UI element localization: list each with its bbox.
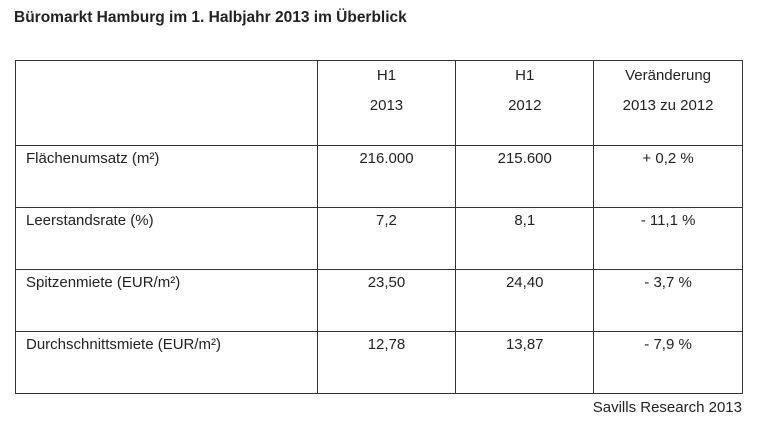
row-label: Spitzenmiete (EUR/m²) <box>15 269 318 332</box>
value-2012: 24,40 <box>455 269 595 332</box>
value-2013: 7,2 <box>316 207 457 270</box>
value-2013: 216.000 <box>316 145 457 208</box>
value-change: - 7,9 % <box>593 331 743 394</box>
value-change: - 3,7 % <box>593 269 743 332</box>
row-label: Durchschnittsmiete (EUR/m²) <box>15 331 318 394</box>
value-change: + 0,2 % <box>593 145 743 208</box>
table-header-row: H1 2013 H1 2012 Veränderung 2013 zu 2012 <box>15 60 743 146</box>
value-2013: 23,50 <box>316 269 457 332</box>
row-label: Flächenumsatz (m²) <box>15 145 318 208</box>
value-2012: 215.600 <box>455 145 595 208</box>
header-empty-cell <box>15 60 318 146</box>
table-row: Durchschnittsmiete (EUR/m²) 12,78 13,87 … <box>15 331 743 394</box>
table-row: Leerstandsrate (%) 7,2 8,1 - 11,1 % <box>15 207 743 270</box>
header-h1-2013: H1 2013 <box>316 60 457 146</box>
source-note: Savills Research 2013 <box>592 399 742 416</box>
value-change: - 11,1 % <box>593 207 743 270</box>
value-2012: 8,1 <box>455 207 595 270</box>
table-row: Flächenumsatz (m²) 216.000 215.600 + 0,2… <box>15 145 743 208</box>
header-change: Veränderung 2013 zu 2012 <box>593 60 743 146</box>
table-row: Spitzenmiete (EUR/m²) 23,50 24,40 - 3,7 … <box>15 269 743 332</box>
value-2013: 12,78 <box>316 331 457 394</box>
office-market-table: H1 2013 H1 2012 Veränderung 2013 zu 2012 Fl… <box>15 60 743 394</box>
page-title: Büromarkt Hamburg im 1. Halbjahr 2013 im… <box>14 9 407 26</box>
row-label: Leerstandsrate (%) <box>15 207 318 270</box>
value-2012: 13,87 <box>455 331 595 394</box>
header-h1-2012: H1 2012 <box>455 60 595 146</box>
